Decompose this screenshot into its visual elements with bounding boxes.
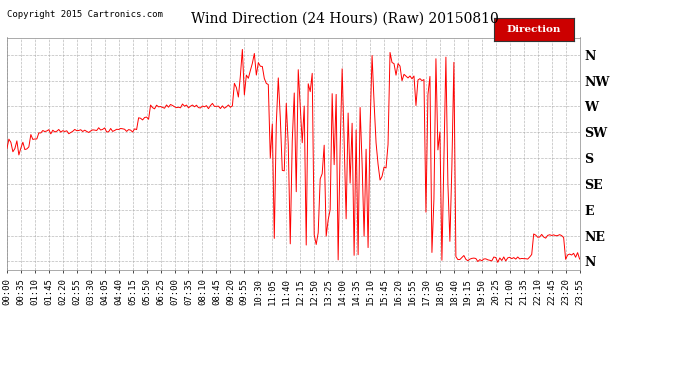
Text: Wind Direction (24 Hours) (Raw) 20150810: Wind Direction (24 Hours) (Raw) 20150810 <box>191 11 499 25</box>
Text: Copyright 2015 Cartronics.com: Copyright 2015 Cartronics.com <box>7 10 163 19</box>
